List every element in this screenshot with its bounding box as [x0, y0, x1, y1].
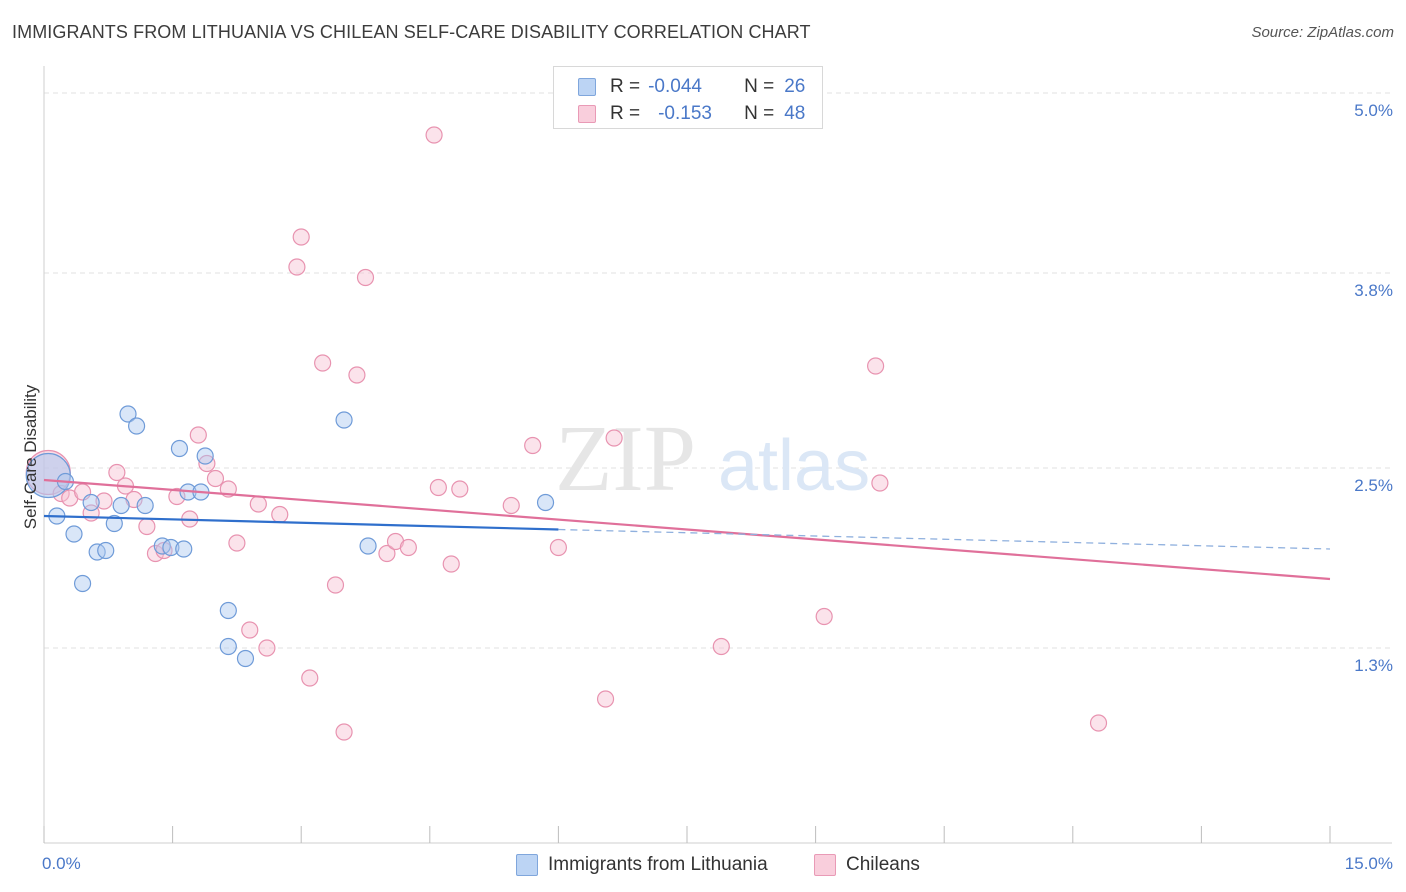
legend-r-label: R = [610, 76, 641, 97]
data-point [108, 463, 126, 482]
data-point [549, 538, 568, 557]
data-point [605, 429, 623, 447]
y-tick-label: 3.8% [1354, 281, 1393, 300]
legend-n-label: N = [744, 103, 775, 124]
data-point [271, 505, 289, 524]
data-point [335, 411, 353, 429]
legend-row-chileans: R = -0.153 N = 48 [578, 101, 805, 127]
data-point [335, 723, 353, 741]
data-point [82, 493, 100, 512]
legend-r-value: -0.153 [658, 103, 712, 124]
x-tick-label-min: 0.0% [42, 854, 81, 873]
legend-r-value: -0.044 [648, 76, 702, 97]
bottom-legend-lithuania: Immigrants from Lithuania [516, 852, 768, 878]
data-point [502, 496, 520, 515]
x-tick-label-max: 15.0% [1345, 854, 1393, 873]
data-point [119, 405, 137, 423]
data-point [136, 496, 154, 515]
legend-n-value: 48 [784, 103, 806, 124]
data-point [258, 639, 276, 657]
data-point [219, 637, 237, 656]
data-point [425, 126, 443, 144]
bottom-legend-label: Immigrants from Lithuania [548, 854, 768, 875]
data-point [867, 357, 885, 375]
data-point [1089, 714, 1108, 732]
data-point [153, 537, 171, 555]
legend-r-label: R = [610, 103, 641, 124]
legend: R = -0.044 N = 26 R = -0.153 N = 48 [553, 66, 823, 129]
data-point [301, 669, 319, 687]
data-point [524, 436, 542, 455]
grid-lines [44, 92, 1392, 649]
data-point [596, 690, 615, 708]
data-point [249, 495, 267, 513]
data-point [236, 649, 255, 668]
data-point [712, 637, 730, 656]
legend-row-lithuania: R = -0.044 N = 26 [578, 74, 805, 100]
data-point [88, 543, 106, 561]
data-point [442, 555, 460, 573]
tick-labels: 1.3% 2.5% 3.8% 5.0% 0.0% 15.0% [42, 101, 1393, 873]
chart-title: IMMIGRANTS FROM LITHUANIA VS CHILEAN SEL… [12, 22, 811, 42]
lithuania-points [25, 405, 555, 668]
legend-swatch-blue [578, 78, 596, 96]
data-point [127, 417, 146, 435]
watermark-zip: ZIP [555, 407, 696, 511]
y-axis-label: Self-Care Disability [21, 384, 40, 529]
data-point [228, 534, 246, 552]
data-point [65, 525, 83, 543]
data-point [399, 538, 417, 557]
data-point [326, 576, 345, 594]
data-point [189, 426, 207, 444]
bottom-legend-swatch-pink [814, 854, 836, 876]
data-point [314, 354, 332, 372]
data-point [112, 496, 130, 515]
data-point [378, 544, 396, 563]
data-point [206, 469, 225, 488]
data-point [168, 487, 186, 506]
data-point [170, 439, 189, 458]
data-point [138, 517, 156, 536]
legend-n-label: N = [744, 76, 775, 97]
watermark-atlas: atlas [718, 426, 870, 506]
chileans-trend-line [43, 478, 1331, 581]
y-tick-label: 1.3% [1354, 656, 1393, 675]
legend-swatch-pink [578, 105, 596, 123]
lithuania-trend-line [43, 514, 559, 531]
data-point [97, 541, 115, 560]
source-note: Source: ZipAtlas.com [1251, 24, 1394, 41]
watermark: ZIP atlas [555, 407, 870, 511]
lithuania-trend-extension [558, 528, 1331, 550]
data-point [288, 258, 306, 276]
bottom-legend-chileans: Chileans [814, 852, 920, 878]
data-point [871, 474, 889, 492]
data-point [429, 478, 447, 497]
data-point [73, 574, 92, 593]
data-point [175, 540, 193, 558]
bottom-legend-swatch-blue [516, 854, 538, 876]
data-point [815, 607, 833, 626]
data-point [536, 493, 555, 512]
data-point [348, 366, 366, 384]
data-point [359, 537, 377, 555]
data-point [105, 514, 123, 533]
data-point [162, 538, 180, 557]
y-tick-label: 5.0% [1354, 101, 1393, 120]
data-point [95, 492, 113, 510]
data-point [241, 621, 259, 639]
trend-lines [43, 478, 1331, 581]
bottom-legend-label: Chileans [846, 854, 920, 875]
data-point [196, 447, 214, 465]
y-tick-label: 2.5% [1354, 476, 1393, 495]
data-point [451, 480, 469, 498]
data-point [356, 268, 375, 287]
legend-n-value: 26 [784, 76, 806, 97]
data-point [292, 228, 310, 246]
data-point [219, 601, 237, 620]
